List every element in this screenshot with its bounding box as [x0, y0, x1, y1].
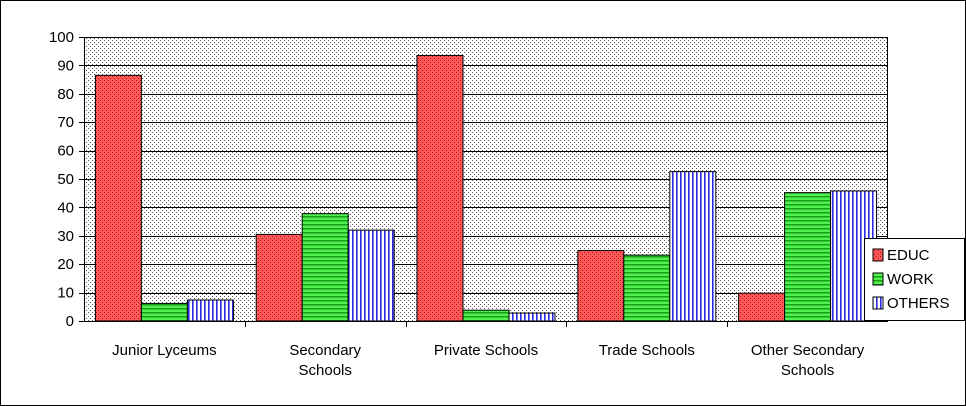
y-tick-label: 70 — [57, 114, 74, 131]
y-tick-label: 100 — [49, 29, 74, 46]
x-tick-labels: Junior Lyceums Secondary Schools Private Sc… — [112, 342, 865, 379]
y-tick-label: 40 — [57, 199, 74, 216]
bar-others — [186, 299, 234, 322]
legend-label-work: WORK — [887, 271, 934, 288]
bar-educ — [738, 292, 786, 322]
axes — [79, 37, 888, 327]
y-tick-label: 10 — [57, 285, 74, 302]
y-tick-label: 80 — [57, 86, 74, 103]
legend: EDUC WORK OTHERS — [864, 238, 965, 321]
legend-swatch-educ — [872, 248, 884, 262]
bar-work — [140, 302, 188, 322]
legend-label-educ: EDUC — [887, 247, 930, 264]
bar-work — [784, 192, 832, 322]
bar-work — [301, 213, 349, 322]
legend-swatch-work — [872, 272, 884, 286]
bar-work — [623, 254, 671, 322]
x-tick-label: Secondary Schools — [289, 342, 361, 379]
x-tick-label: Private Schools — [434, 342, 538, 359]
y-tick-label: 50 — [57, 171, 74, 188]
y-tick-label: 0 — [66, 313, 74, 330]
y-tick-label: 90 — [57, 57, 74, 74]
x-tick-label: Junior Lyceums — [112, 342, 217, 359]
bar-educ — [577, 250, 625, 322]
legend-swatch-others — [872, 296, 884, 310]
legend-label-others: OTHERS — [887, 295, 950, 312]
y-tick-label: 30 — [57, 228, 74, 245]
bar-work — [462, 309, 510, 322]
y-tick-label: 60 — [57, 143, 74, 160]
x-tick-label: Other Secondary Schools — [751, 342, 865, 379]
x-tick-label: Trade Schools — [599, 342, 695, 359]
y-tick-label: 20 — [57, 256, 74, 273]
bar-others — [508, 312, 556, 322]
bar-educ — [255, 233, 303, 322]
bar-educ — [94, 74, 142, 322]
bar-educ — [416, 54, 464, 322]
bar-others — [347, 229, 395, 322]
y-tick-labels: 0 10 20 30 40 50 60 70 80 90 100 — [49, 29, 74, 330]
bar-others — [669, 171, 717, 322]
